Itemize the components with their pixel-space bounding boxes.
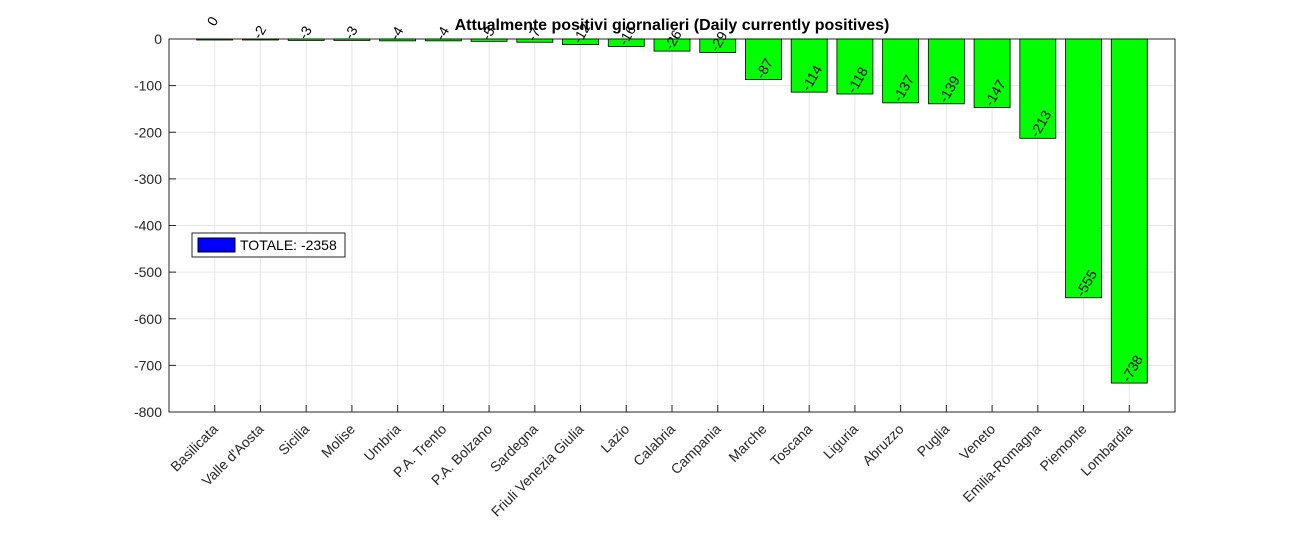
bar	[379, 38, 417, 42]
bar-value-label: 0	[203, 14, 221, 29]
y-tick-label: -300	[134, 171, 162, 187]
y-axis-ticks: 0 -100 -200 -300 -400 -500 -600 -700 -800	[134, 31, 176, 420]
bar	[196, 38, 234, 41]
bar	[927, 38, 965, 105]
legend-swatch	[197, 237, 236, 253]
x-tick-label: Puglia	[914, 421, 953, 460]
x-tick-label: Toscana	[767, 421, 815, 469]
bar	[836, 38, 874, 95]
legend-label: TOTALE: -2358	[240, 237, 337, 253]
x-tick-label: Marche	[725, 421, 769, 465]
bar	[1065, 38, 1102, 299]
legend: TOTALE: -2358	[191, 232, 346, 258]
bars: 0-2 -3 -3 -4 -4 -5 -7 -12 -16 -26 -29-87 -114 -118 -1…	[196, 14, 1148, 385]
bar	[790, 38, 828, 93]
x-tick-label: Molise	[318, 421, 358, 461]
bar	[607, 38, 645, 47]
bar	[516, 38, 554, 43]
y-tick-label: -400	[134, 218, 162, 234]
x-tick-label: Liguria	[820, 421, 861, 462]
bar	[470, 38, 508, 42]
y-tick-label: -200	[134, 124, 162, 140]
y-tick-label: -500	[134, 264, 162, 280]
x-tick-label: Lazio	[597, 421, 632, 456]
bar	[287, 38, 325, 41]
bar	[699, 38, 737, 53]
y-tick-label: -800	[134, 404, 162, 420]
legend-box	[191, 232, 346, 258]
bar	[1019, 38, 1057, 139]
y-tick-label: -700	[134, 357, 162, 373]
x-tick-label: Campania	[667, 421, 724, 478]
x-tick-label: Umbria	[361, 421, 404, 464]
bar	[562, 38, 599, 45]
x-tick-label: Veneto	[956, 421, 998, 463]
bar	[1110, 38, 1148, 384]
bar	[882, 38, 920, 104]
chart-title: Attualmente positivi giornalieri (Daily …	[455, 17, 890, 34]
y-tick-label: -100	[134, 78, 162, 94]
x-tick-label: Sicilia	[275, 421, 312, 458]
bar	[973, 38, 1011, 108]
bar	[653, 38, 691, 52]
bar	[745, 38, 782, 80]
y-tick-label: -600	[134, 311, 162, 327]
bar	[242, 38, 279, 41]
x-tick-label: Emilia-Romagna	[959, 421, 1044, 506]
bar	[333, 38, 371, 41]
grid-lines	[169, 38, 1175, 413]
x-tick-label: Abruzzo	[859, 421, 907, 469]
y-tick-label: 0	[154, 31, 162, 47]
bar	[424, 38, 462, 42]
